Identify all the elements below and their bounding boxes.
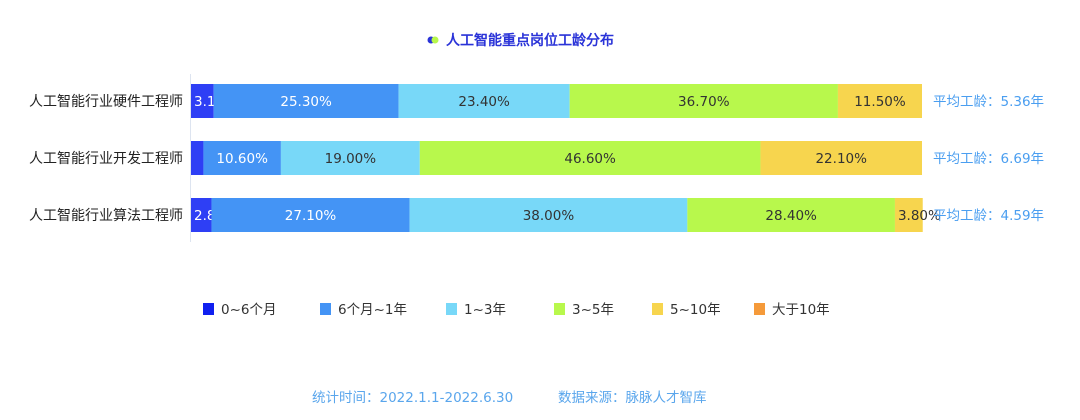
legend-item[interactable]: 1~3年 <box>446 302 506 318</box>
chart-title-group: 人工智能重点岗位工龄分布 <box>427 32 614 49</box>
legend: 0~6个月 6个月~1年 1~3年 3~5年 5~10年 大于10年 <box>203 302 830 318</box>
legend-label: 1~3年 <box>464 302 506 318</box>
legend-swatch <box>320 303 331 315</box>
bar-segment <box>398 84 570 118</box>
bars: 人工智能行业硬件工程师3.10%25.30%23.40%36.70%11.50%… <box>29 84 1044 232</box>
data-label: 10.60% <box>216 151 268 167</box>
legend-label: 3~5年 <box>572 302 614 318</box>
footer-period: 统计时间：2022.1.1-2022.6.30 <box>312 390 513 406</box>
bar-segment <box>419 141 761 175</box>
bar-segment <box>191 198 212 232</box>
footer-source: 数据来源：脉脉人才智库 <box>558 390 707 406</box>
data-label: 28.40% <box>765 208 817 224</box>
legend-label: 6个月~1年 <box>338 302 407 318</box>
average-tenure-label: 平均工龄：6.69年 <box>933 151 1044 167</box>
data-label: 27.10% <box>285 208 337 224</box>
bar-segment <box>837 84 922 118</box>
title-dot-icon <box>431 36 439 44</box>
legend-item[interactable]: 0~6个月 <box>203 302 277 318</box>
category-label: 人工智能行业开发工程师 <box>29 151 183 167</box>
data-label: 38.00% <box>523 208 575 224</box>
bar-segment <box>203 141 281 175</box>
data-label: 3.80% <box>898 208 941 224</box>
legend-label: 5~10年 <box>670 302 721 318</box>
average-tenure-label: 平均工龄：4.59年 <box>933 208 1044 224</box>
bar-segment <box>760 141 922 175</box>
legend-item[interactable]: 5~10年 <box>652 302 721 318</box>
data-label: 36.70% <box>678 94 730 110</box>
legend-label: 0~6个月 <box>221 302 277 318</box>
legend-swatch <box>652 303 663 315</box>
bar-segment <box>569 84 838 118</box>
bar-segment <box>894 198 923 232</box>
bar-segment <box>280 141 420 175</box>
data-label: 25.30% <box>280 94 332 110</box>
bar-segment <box>211 198 410 232</box>
legend-swatch <box>203 303 214 315</box>
category-label: 人工智能行业硬件工程师 <box>29 94 183 110</box>
data-label: 23.40% <box>458 94 510 110</box>
legend-item[interactable]: 6个月~1年 <box>320 302 407 318</box>
data-label: 19.00% <box>325 151 377 167</box>
data-label: 22.10% <box>815 151 867 167</box>
bar-segment <box>409 198 688 232</box>
bar-segment <box>213 84 399 118</box>
legend-swatch <box>754 303 765 315</box>
bar-segment <box>191 84 214 118</box>
data-label: 11.50% <box>854 94 906 110</box>
average-tenure-label: 平均工龄：5.36年 <box>933 94 1044 110</box>
bar-segment <box>687 198 895 232</box>
legend-swatch <box>554 303 565 315</box>
chart-title: 人工智能重点岗位工龄分布 <box>446 32 614 49</box>
category-label: 人工智能行业算法工程师 <box>29 208 183 224</box>
legend-swatch <box>446 303 457 315</box>
data-label: 46.60% <box>564 151 616 167</box>
legend-item[interactable]: 3~5年 <box>554 302 614 318</box>
legend-item[interactable]: 大于10年 <box>754 302 830 318</box>
bar-segment <box>191 141 204 175</box>
legend-label: 大于10年 <box>772 302 830 318</box>
